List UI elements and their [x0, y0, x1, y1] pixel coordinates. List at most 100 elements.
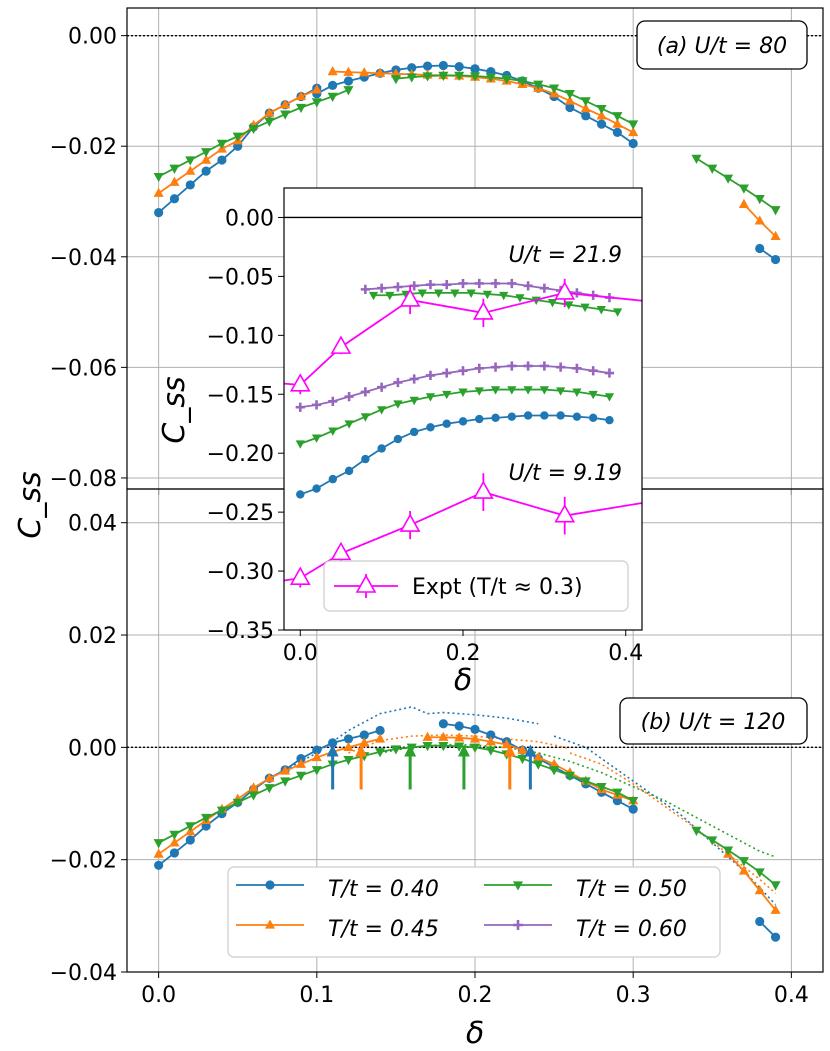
- data-point: [723, 846, 734, 856]
- inset-data-point: [295, 402, 305, 412]
- panel-b-annotation-box: [619, 697, 808, 745]
- data-point: [564, 95, 575, 105]
- data-point: [738, 198, 749, 208]
- data-point: [628, 120, 639, 130]
- expt-point: [289, 373, 311, 392]
- inset-data-point: [466, 289, 476, 298]
- data-point: [343, 76, 354, 86]
- inset-data-point: [499, 291, 509, 301]
- inset-data-point: [409, 396, 419, 406]
- inset-data-point: [490, 362, 501, 372]
- data-point: [770, 881, 781, 891]
- inset-data-point: [507, 412, 517, 421]
- data-point: [264, 107, 275, 117]
- expt-point: [330, 335, 352, 354]
- legend-label-t050: T/t = 0.50: [576, 877, 687, 902]
- inset-data-point: [442, 368, 452, 378]
- legend-marker: [512, 881, 524, 891]
- inset-frame: [283, 187, 643, 631]
- data-point: [201, 148, 212, 158]
- data-point: [375, 733, 386, 743]
- y-tick-label: 0.04: [68, 512, 117, 537]
- inset-series-line: [373, 292, 618, 313]
- data-point: [248, 782, 259, 792]
- data-point: [390, 75, 401, 85]
- data-point: [328, 738, 338, 748]
- inset-data-point: [393, 377, 403, 388]
- data-point: [628, 804, 638, 814]
- panel-a: 0.00 −0.02 −0.04 −0.06 −0.08 (a) U/t = 80: [50, 7, 824, 495]
- data-point: [549, 766, 560, 776]
- inset-annotation-top: U/t = 21.9: [508, 243, 622, 268]
- data-point: [343, 86, 354, 96]
- data-point: [422, 72, 433, 82]
- data-point: [343, 734, 354, 744]
- data-point: [217, 155, 227, 165]
- inset-y-tick-label: −0.15: [207, 383, 274, 408]
- data-point: [201, 813, 212, 824]
- inset-y-tick-label: −0.25: [207, 501, 274, 526]
- inset-data-point: [564, 301, 574, 310]
- data-point: [185, 180, 195, 190]
- series-line: [395, 74, 634, 125]
- data-point: [612, 118, 623, 128]
- inset-data-point: [450, 289, 460, 298]
- expt-point: [289, 566, 311, 585]
- inset-data-point: [426, 423, 435, 432]
- data-point: [216, 139, 227, 149]
- inset-data-point: [580, 303, 590, 313]
- inset-data-point: [507, 386, 517, 395]
- inset-data-point: [490, 278, 501, 289]
- inset-data-point: [393, 434, 403, 444]
- inset-y-tick-label: −0.10: [207, 324, 274, 349]
- data-point: [280, 110, 291, 120]
- inset-legend: Expt (T/t ≈ 0.3): [323, 560, 629, 612]
- inset-data-point: [547, 298, 558, 308]
- data-point: [153, 848, 164, 858]
- data-point: [422, 731, 433, 741]
- data-point: [454, 732, 465, 742]
- crossing-arrow-head: [503, 744, 516, 757]
- y-tick-label: −0.04: [50, 246, 117, 271]
- inset-data-point: [328, 474, 338, 484]
- data-point: [486, 730, 496, 740]
- inset-data-point: [377, 444, 386, 453]
- legend-marker: [512, 919, 524, 931]
- data-point: [770, 932, 781, 942]
- data-point: [153, 172, 164, 183]
- data-point: [485, 73, 496, 83]
- inset-data-point: [604, 393, 615, 402]
- inset-data-point: [409, 427, 419, 437]
- inset-data-point: [361, 454, 370, 464]
- data-point: [755, 243, 765, 254]
- data-point: [691, 826, 702, 836]
- inset-data-point: [540, 411, 549, 420]
- data-point: [454, 742, 465, 752]
- data-point: [343, 756, 354, 766]
- crossing-arrow-head: [326, 744, 339, 757]
- dotted-curve: [379, 743, 776, 858]
- inset-data-point: [360, 413, 370, 422]
- data-point: [296, 753, 306, 764]
- inset-data-point: [572, 412, 582, 421]
- data-point: [438, 60, 448, 71]
- data-point: [169, 830, 180, 840]
- crossing-arrow-head: [457, 744, 470, 757]
- data-point: [723, 174, 734, 184]
- inset-annotation-bottom: U/t = 9.19: [508, 461, 622, 486]
- expt-point: [472, 301, 494, 320]
- data-point: [280, 777, 291, 787]
- inset-data-point: [393, 400, 403, 409]
- data-point: [169, 164, 180, 174]
- data-point: [485, 746, 496, 756]
- data-point: [438, 719, 448, 729]
- inset-data-point: [368, 291, 379, 301]
- data-point: [612, 112, 623, 122]
- x-axis-label: δ: [466, 1016, 484, 1051]
- data-point: [295, 90, 307, 101]
- series-line: [158, 744, 634, 844]
- y-tick-label: 0.02: [68, 624, 117, 649]
- data-point: [264, 117, 275, 127]
- inset-data-point: [377, 382, 387, 392]
- inset-data-point: [344, 392, 354, 402]
